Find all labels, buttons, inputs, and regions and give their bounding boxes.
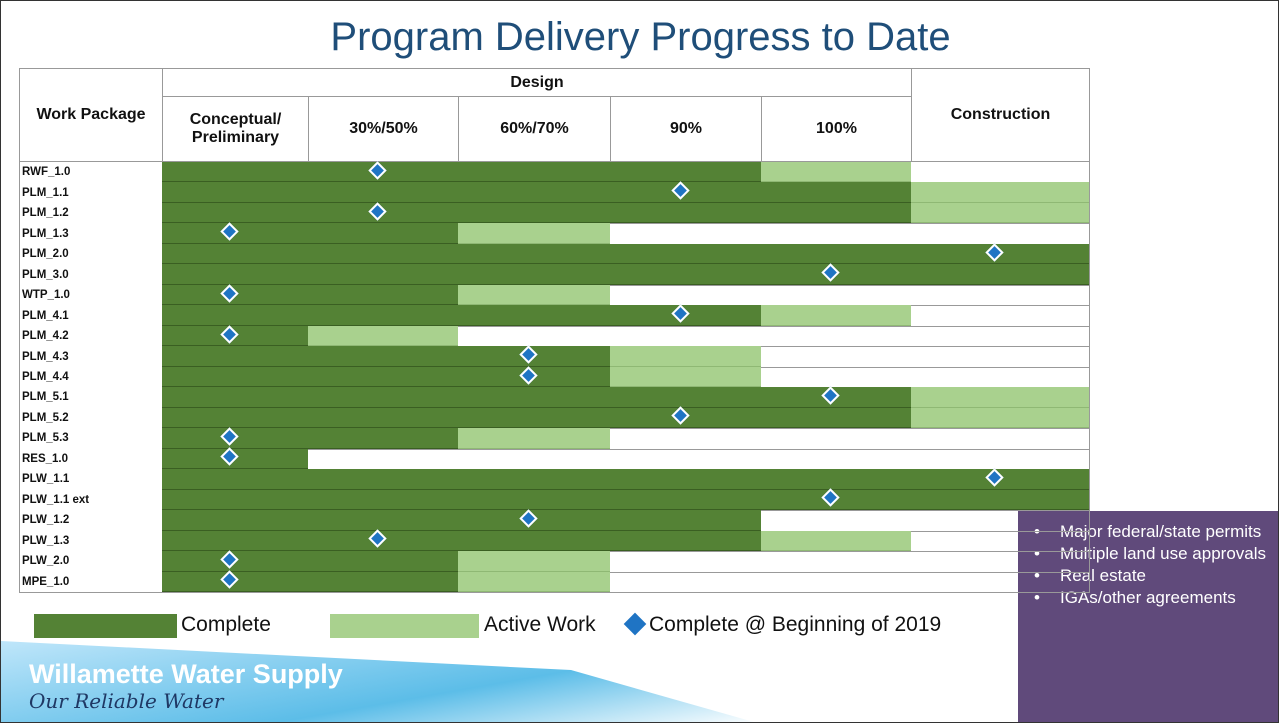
notes-list: Major federal/state permitsMultiple land… <box>1030 521 1270 609</box>
complete-bar <box>162 264 1089 285</box>
legend-complete-swatch <box>34 614 177 638</box>
row-background <box>162 264 1090 286</box>
complete-bar <box>162 284 458 306</box>
row-background <box>162 305 1090 327</box>
active-bar <box>610 346 761 367</box>
row-label: PLW_1.1 ext <box>19 489 163 512</box>
complete-bar <box>162 366 610 388</box>
row-label: RES_1.0 <box>19 448 163 471</box>
note-item: Multiple land use approvals <box>1034 543 1270 565</box>
notes-box: Major federal/state permitsMultiple land… <box>1018 511 1278 722</box>
complete-bar <box>162 223 458 244</box>
legend-marker-swatch <box>623 612 647 636</box>
row-background <box>162 407 1090 430</box>
active-bar <box>458 223 610 244</box>
row-label: PLW_1.2 <box>19 510 163 532</box>
legend-active-swatch <box>330 614 479 638</box>
header-cell: 60%/70% <box>458 96 611 162</box>
complete-bar <box>162 510 761 531</box>
complete-bar <box>162 346 610 367</box>
row-label: PLM_4.1 <box>19 305 163 327</box>
header-cell: 90% <box>610 96 762 162</box>
row-label: PLM_5.1 <box>19 387 163 409</box>
active-bar <box>911 202 1089 224</box>
complete-bar <box>162 571 458 592</box>
complete-bar <box>162 243 1089 265</box>
active-bar <box>911 407 1089 429</box>
row-label: PLM_5.2 <box>19 407 163 430</box>
legend-active: Active Work <box>484 613 596 636</box>
active-bar <box>610 366 761 388</box>
row-label: PLM_4.4 <box>19 366 163 389</box>
row-label: PLW_1.3 <box>19 530 163 553</box>
complete-bar <box>162 407 911 429</box>
row-background <box>162 428 1090 450</box>
row-label: MPE_1.0 <box>19 571 163 593</box>
logo-tagline: Our Reliable Water <box>29 689 224 713</box>
active-bar <box>308 325 458 347</box>
header-cell: Design <box>162 68 912 97</box>
row-label: PLM_2.0 <box>19 243 163 266</box>
active-bar <box>458 428 610 449</box>
complete-bar <box>162 530 761 552</box>
row-background <box>162 202 1090 225</box>
row-label: RWF_1.0 <box>19 162 163 184</box>
header-cell: Work Package <box>19 68 163 162</box>
slide-title: Program Delivery Progress to Date <box>330 15 951 59</box>
row-label: PLM_5.3 <box>19 428 163 450</box>
complete-bar <box>162 428 458 449</box>
row-label: PLM_3.0 <box>19 264 163 286</box>
legend-marker: Complete @ Beginning of 2019 <box>649 613 942 636</box>
complete-bar <box>162 387 911 408</box>
complete-bar <box>162 551 458 572</box>
row-label: WTP_1.0 <box>19 284 163 307</box>
complete-bar <box>162 182 911 203</box>
row-label: PLM_1.1 <box>19 182 163 204</box>
row-background <box>162 551 1090 573</box>
note-item: Major federal/state permits <box>1034 521 1270 543</box>
row-label: PLM_4.3 <box>19 346 163 368</box>
row-label: PLW_2.0 <box>19 551 163 573</box>
active-bar <box>911 387 1089 408</box>
complete-bar <box>162 469 1089 490</box>
legend-complete: Complete <box>181 613 271 636</box>
active-bar <box>911 182 1089 203</box>
complete-bar <box>162 202 911 224</box>
note-item: IGAs/other agreements <box>1034 587 1270 609</box>
active-bar <box>458 571 610 592</box>
row-background <box>162 571 1090 593</box>
row-label: PLM_4.2 <box>19 325 163 348</box>
row-label: PLW_1.1 <box>19 469 163 491</box>
complete-bar <box>162 305 761 326</box>
row-label: PLM_1.3 <box>19 223 163 245</box>
header-cell: 30%/50% <box>308 96 459 162</box>
header-cell: Conceptual/ Preliminary <box>162 96 309 162</box>
complete-bar <box>162 489 1089 511</box>
complete-bar <box>162 162 761 183</box>
logo-name: Willamette Water Supply <box>29 659 343 689</box>
header-cell: Construction <box>911 68 1090 162</box>
active-bar <box>458 551 610 572</box>
note-item: Real estate <box>1034 565 1270 587</box>
active-bar <box>761 162 911 183</box>
active-bar <box>761 305 911 326</box>
header-cell: 100% <box>761 96 912 162</box>
active-bar <box>761 530 911 552</box>
row-background <box>162 530 1090 553</box>
row-label: PLM_1.2 <box>19 202 163 225</box>
active-bar <box>458 284 610 306</box>
